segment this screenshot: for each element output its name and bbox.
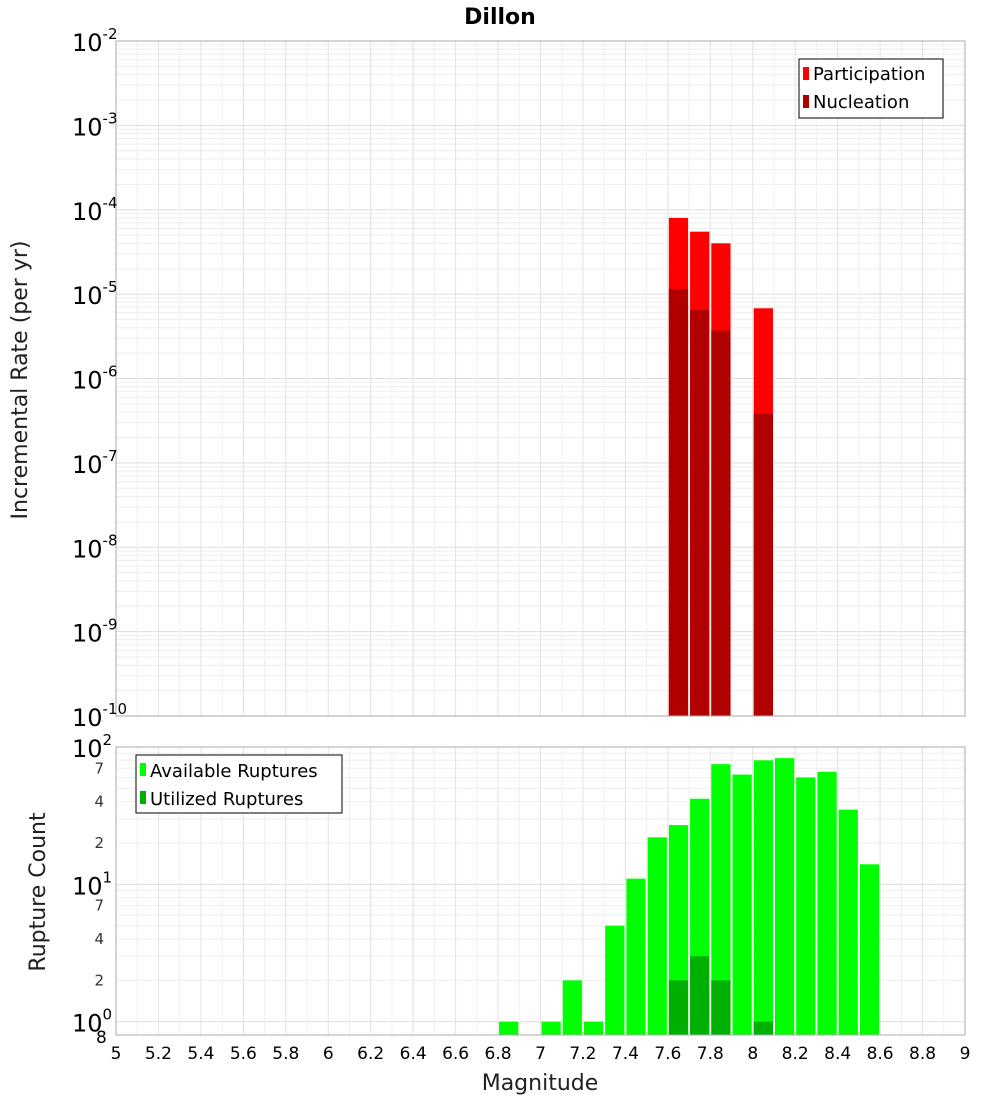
bottom-y-tick-label: 100 (72, 1006, 112, 1038)
top-plot-grid (115, 41, 966, 717)
legend-label-participation: Participation (813, 64, 925, 85)
bottom-y-minor-tick-label: 4 (94, 793, 104, 811)
available-ruptures-bar (796, 777, 816, 1035)
x-tick-label: 6.2 (357, 1044, 384, 1064)
nucleation-bar (668, 289, 689, 716)
available-ruptures-bar (732, 774, 752, 1035)
x-ticks: 5 5.2 5.4 5.6 5.8 6 6.2 6.4 6.6 6.8 7 7.2 7.4 7.6 7.8 8… (111, 1044, 971, 1064)
x-tick-label: 7 (535, 1044, 546, 1064)
available-ruptures-bar (583, 1021, 604, 1035)
available-ruptures-bar (817, 771, 837, 1035)
top-y-tick-label: 10-9 (72, 616, 118, 648)
top-y-tick-label: 10-4 (72, 194, 118, 226)
available-ruptures-bar (499, 1021, 519, 1035)
available-ruptures-bar (838, 809, 858, 1035)
available-ruptures-bar (562, 980, 582, 1035)
utilized-ruptures-bar (690, 956, 710, 1035)
available-ruptures-bar (626, 878, 646, 1035)
utilized-ruptures-bar (711, 980, 731, 1035)
bottom-y-edge-label: 8 (96, 1028, 107, 1048)
x-tick-label: 5.8 (272, 1044, 299, 1064)
legend-swatch-nucleation (803, 95, 809, 108)
x-tick-label: 5.6 (230, 1044, 257, 1064)
bottom-y-minor-tick-label: 7 (94, 897, 104, 915)
legend-label-nucleation: Nucleation (813, 92, 909, 113)
utilized-ruptures-bar (753, 1021, 773, 1035)
x-tick-label: 8.6 (867, 1044, 894, 1064)
bottom-y-minor-tick-label: 4 (94, 930, 104, 948)
top-y-tick-label: 10-10 (72, 700, 127, 732)
x-tick-label: 7.2 (569, 1044, 596, 1064)
top-y-tick-label: 10-2 (72, 25, 118, 57)
top-y-tick-label: 10-3 (72, 109, 118, 141)
bottom-y-tick-label: 101 (72, 868, 112, 900)
legend-label-available-ruptures: Available Ruptures (150, 761, 318, 782)
available-ruptures-bar (711, 764, 731, 1035)
bottom-y-ticks: 102 101 100 7 4 2 7 4 2 8 (72, 731, 112, 1048)
available-ruptures-bar (774, 758, 795, 1035)
x-tick-label: 8.4 (824, 1044, 851, 1064)
bottom-plot-frame (115, 746, 966, 1036)
top-y-tick-label: 10-8 (72, 531, 118, 563)
chart-title: Dillon (464, 5, 536, 30)
x-tick-label: 6.6 (442, 1044, 469, 1064)
bottom-legend-box (135, 754, 343, 814)
available-ruptures-bar (647, 837, 667, 1035)
x-axis-label: Magnitude (482, 1071, 599, 1096)
top-legend: Participation Nucleation (798, 58, 944, 119)
top-legend-box (798, 58, 944, 119)
bottom-y-minor-tick-label: 2 (94, 971, 104, 989)
bottom-y-minor-tick-label: 7 (94, 759, 104, 777)
top-y-axis-label: Incremental Rate (per yr) (8, 241, 33, 520)
legend-swatch-utilized-ruptures (140, 791, 146, 804)
top-plot-frame (115, 40, 966, 717)
nucleation-bar (711, 330, 731, 716)
x-tick-label: 5.2 (145, 1044, 172, 1064)
bottom-legend: Available Ruptures Utilized Ruptures (135, 754, 343, 814)
x-tick-label: 5.4 (187, 1044, 214, 1064)
bottom-y-minor-tick-label: 2 (94, 834, 104, 852)
x-tick-label: 8.8 (909, 1044, 936, 1064)
x-tick-label: 9 (960, 1044, 971, 1064)
x-tick-label: 7.4 (612, 1044, 639, 1064)
bottom-y-axis-label: Rupture Count (26, 812, 51, 972)
top-y-tick-label: 10-5 (72, 278, 118, 310)
x-tick-label: 6.4 (400, 1044, 427, 1064)
available-ruptures-bar (541, 1021, 561, 1035)
x-tick-label: 7.6 (654, 1044, 681, 1064)
available-ruptures-bar (605, 925, 625, 1035)
top-y-tick-label: 10-7 (72, 447, 118, 479)
x-tick-label: 7.8 (697, 1044, 724, 1064)
x-tick-label: 6.8 (485, 1044, 512, 1064)
bottom-y-tick-label: 102 (72, 731, 112, 763)
available-ruptures-bar (859, 864, 880, 1035)
x-tick-label: 8.2 (782, 1044, 809, 1064)
legend-swatch-available-ruptures (140, 763, 146, 776)
available-ruptures-bar (753, 760, 773, 1035)
legend-swatch-participation (803, 67, 809, 80)
legend-label-utilized-ruptures: Utilized Ruptures (150, 789, 303, 810)
bottom-plot-grid (115, 746, 966, 1035)
top-plot-bars (668, 217, 773, 717)
x-tick-label: 8 (747, 1044, 758, 1064)
x-tick-label: 6 (323, 1044, 334, 1064)
top-y-tick-label: 10-6 (72, 363, 118, 395)
nucleation-bar (690, 309, 710, 716)
bottom-plot-bars (499, 758, 880, 1035)
x-tick-label: 5 (111, 1044, 122, 1064)
utilized-ruptures-bar (668, 980, 689, 1035)
top-y-ticks: 10-2 10-3 10-4 10-5 10-6 10-7 10-8 10-9 10-10 (72, 25, 127, 732)
nucleation-bar (753, 413, 773, 716)
